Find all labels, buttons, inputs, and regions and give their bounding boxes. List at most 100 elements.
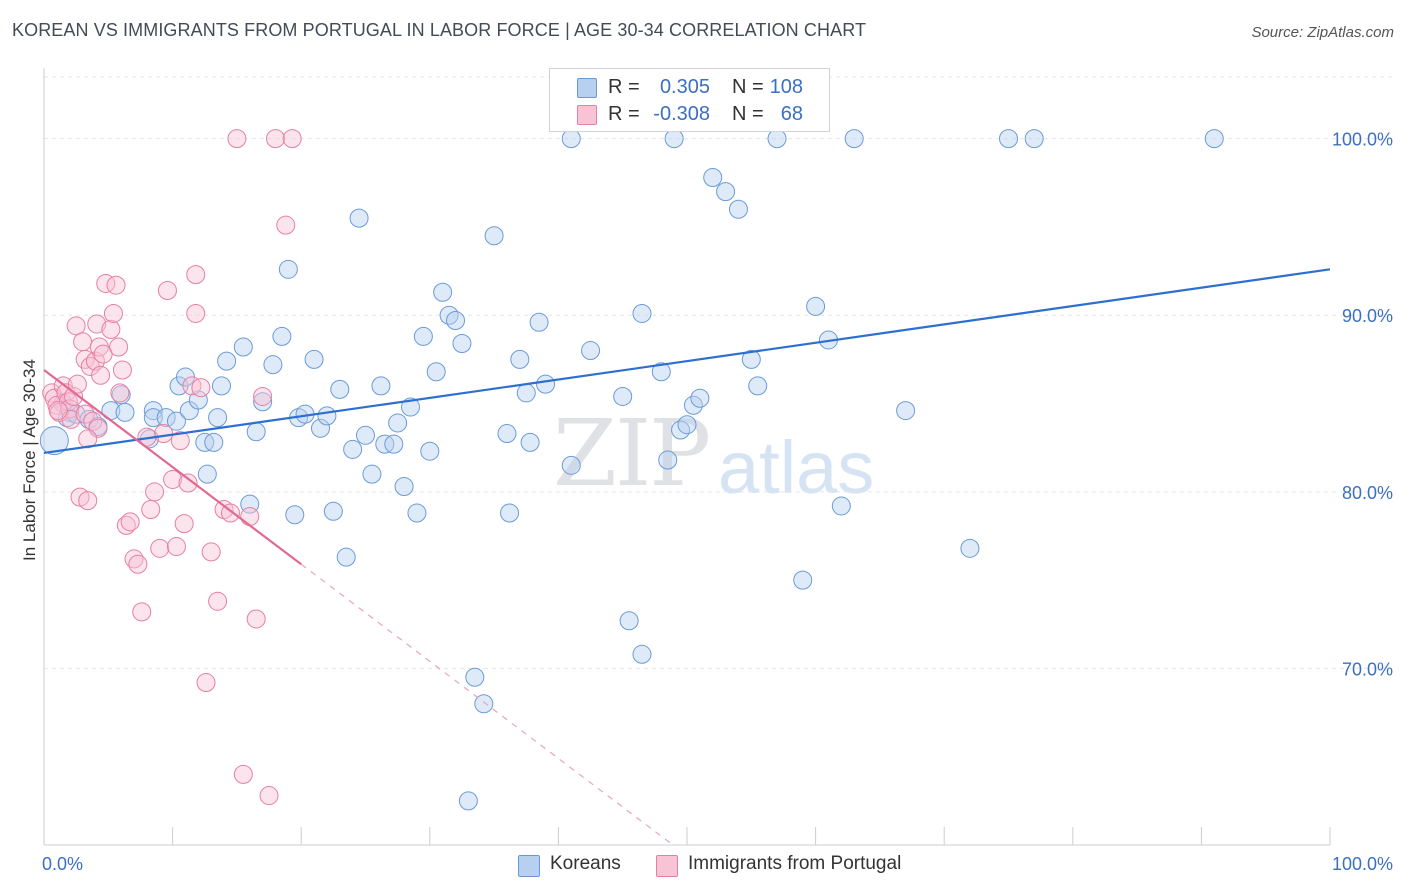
portugal-point	[208, 591, 228, 611]
stats-legend: R = 0.305 N = 108 R = -0.308 N = 68	[549, 68, 830, 132]
korean-point	[831, 496, 851, 516]
korean-point	[433, 282, 453, 302]
trend-lines	[43, 268, 1331, 846]
portugal-point	[282, 129, 302, 149]
korean-point	[420, 441, 440, 461]
korean-point	[384, 434, 404, 454]
korean-point	[474, 694, 494, 714]
korean-point	[272, 326, 292, 346]
korean-point	[343, 439, 363, 459]
korean-point	[896, 401, 916, 421]
korean-point	[394, 477, 414, 497]
portugal-point	[91, 365, 111, 385]
portugal-point	[163, 469, 183, 489]
korean-point	[619, 611, 639, 631]
korean-point	[401, 397, 421, 417]
korean-point	[407, 503, 427, 523]
portugal-point	[93, 344, 113, 364]
korean-point	[166, 411, 186, 431]
legend-row-koreans: R = 0.305 N = 108	[550, 73, 829, 101]
portugal-point	[87, 314, 107, 334]
korean-point	[793, 570, 813, 590]
korean-point	[446, 311, 466, 331]
portugal-trend-line	[43, 369, 302, 566]
korean-point	[317, 406, 337, 426]
korean-point	[465, 667, 485, 687]
korean-point	[278, 259, 298, 279]
korean-point	[632, 303, 652, 323]
korean-point	[208, 408, 228, 428]
korean-point	[263, 355, 283, 375]
portugal-point	[178, 473, 198, 493]
portugal-point	[154, 424, 174, 444]
korean-point	[658, 450, 678, 470]
portugal-point	[141, 499, 161, 519]
portugal-point	[170, 431, 190, 451]
portugal-point	[78, 429, 98, 449]
korean-point	[716, 182, 736, 202]
korean-point	[1024, 129, 1044, 149]
korean-point	[371, 376, 391, 396]
portugal-point	[64, 386, 84, 406]
portugal-trend-extension	[300, 563, 674, 846]
korean-point	[156, 408, 176, 428]
portugal-point	[233, 764, 253, 784]
korean-point	[426, 362, 446, 382]
portugal-point	[112, 360, 132, 380]
legend-swatch-portugal	[577, 105, 597, 125]
korean-point	[561, 129, 581, 149]
korean-point	[613, 386, 633, 406]
korean-point	[520, 432, 540, 452]
korean-point	[844, 129, 864, 149]
korean-point	[529, 312, 549, 332]
korean-point	[683, 395, 703, 415]
portugal-point	[174, 514, 194, 534]
portugal-point	[103, 303, 123, 323]
portugal-point	[145, 482, 165, 502]
axes	[43, 68, 1331, 846]
korean-point	[677, 415, 697, 435]
korean-point	[388, 413, 408, 433]
portugal-point	[88, 418, 108, 438]
x-tick-label-min: 0.0%	[42, 854, 83, 874]
korean-point	[188, 390, 208, 410]
korean-point	[500, 503, 520, 523]
korean-point	[217, 351, 237, 371]
portugal-point	[120, 512, 140, 532]
portugal-point	[67, 374, 87, 394]
korean-point	[664, 129, 684, 149]
portugal-point	[186, 265, 206, 285]
source-credit: Source: ZipAtlas.com	[1251, 24, 1394, 41]
portugal-point	[191, 378, 211, 398]
korean-point	[362, 464, 382, 484]
korean-point	[336, 547, 356, 567]
legend-r-label: R =	[608, 103, 640, 125]
legend-label-koreans: Koreans	[550, 853, 621, 874]
legend-swatch-portugal	[656, 855, 678, 877]
portugal-point	[42, 383, 62, 403]
korean-point	[767, 129, 787, 149]
legend-n-label: N =	[732, 76, 764, 98]
portugal-point	[124, 549, 144, 569]
korean-point	[728, 199, 748, 219]
portugal-point	[85, 351, 105, 371]
korean-point	[1204, 129, 1224, 149]
portugal-point	[240, 507, 260, 527]
korean-point	[349, 208, 369, 228]
korean-point	[651, 362, 671, 382]
korean-point	[204, 432, 224, 452]
legend-n-value: 68	[780, 103, 803, 125]
y-tick-label: 90.0%	[1342, 306, 1393, 326]
portugal-point	[265, 129, 285, 149]
portugal-point	[186, 303, 206, 323]
legend-r-value: -0.308	[653, 103, 710, 125]
portugal-point	[48, 401, 68, 421]
portugal-point	[201, 542, 221, 562]
korean-point	[285, 505, 305, 525]
portugal-point	[132, 602, 152, 622]
portugal-point	[166, 537, 186, 557]
korean-point	[39, 426, 69, 456]
korean-point	[356, 425, 375, 445]
korean-point	[439, 305, 459, 325]
korean-point	[510, 349, 530, 369]
